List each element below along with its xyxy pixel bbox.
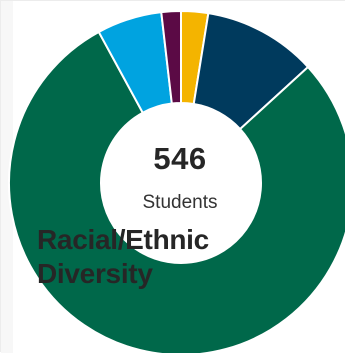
- student-count: 546: [153, 141, 207, 176]
- student-count-label: Students: [142, 192, 218, 213]
- donut-hole: [101, 103, 261, 263]
- chart-title: Racial/Ethnic Diversity: [37, 224, 209, 289]
- card-edge: [1, 1, 13, 353]
